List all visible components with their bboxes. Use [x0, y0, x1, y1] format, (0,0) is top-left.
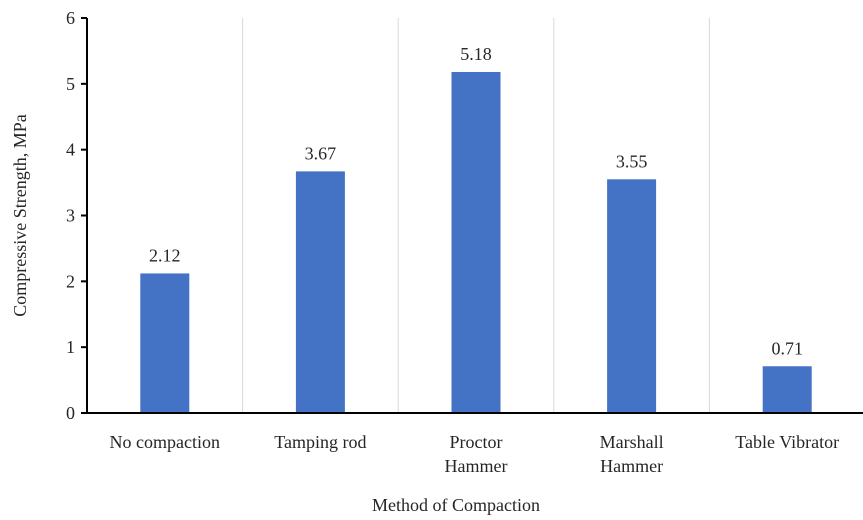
data-labels: 2.12 3.67 5.18 3.55 0.71: [149, 44, 803, 358]
y-tick-label: 6: [66, 8, 75, 28]
y-tick-label: 0: [66, 403, 75, 423]
data-label: 3.55: [616, 151, 648, 171]
x-tick-labels: No compaction Tamping rod Proctor Hammer Mar…: [110, 432, 840, 476]
data-label: 3.67: [305, 143, 337, 163]
y-tick-label: 1: [66, 337, 75, 357]
axes: [81, 17, 863, 414]
bar: [607, 179, 657, 413]
y-tick-label: 2: [66, 271, 75, 291]
data-label: 5.18: [460, 44, 492, 64]
y-tick-label: 4: [66, 140, 75, 160]
x-axis-title: Method of Compaction: [372, 495, 540, 515]
data-label: 0.71: [771, 338, 803, 358]
y-tick-labels: 0 1 2 3 4 5 6: [66, 8, 75, 423]
bar: [762, 366, 812, 413]
y-tick-label: 3: [66, 206, 75, 226]
y-tick-label: 5: [66, 74, 75, 94]
data-label: 2.12: [149, 245, 181, 265]
x-tick-label: Marshall Hammer: [600, 432, 664, 476]
bar: [451, 71, 501, 413]
bar: [140, 273, 190, 413]
x-tick-label: Tamping rod: [274, 432, 366, 452]
y-axis-title: Compressive Strength, MPa: [10, 114, 30, 317]
bars: [140, 71, 812, 413]
grid-lines: [242, 18, 710, 413]
x-tick-label: No compaction: [110, 432, 220, 452]
x-tick-label: Proctor Hammer: [445, 432, 508, 476]
x-tick-label: Table Vibrator: [735, 432, 839, 452]
bar: [295, 171, 345, 413]
